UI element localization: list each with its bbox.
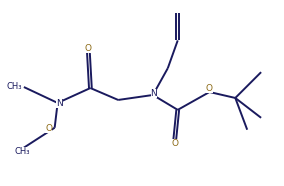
Text: O: O [45, 124, 52, 133]
Text: CH₃: CH₃ [14, 147, 30, 156]
Text: O: O [85, 44, 92, 53]
Text: CH₃: CH₃ [7, 81, 22, 91]
Text: O: O [206, 84, 213, 93]
Text: N: N [56, 100, 63, 108]
Text: O: O [171, 139, 178, 148]
Text: N: N [151, 89, 157, 99]
